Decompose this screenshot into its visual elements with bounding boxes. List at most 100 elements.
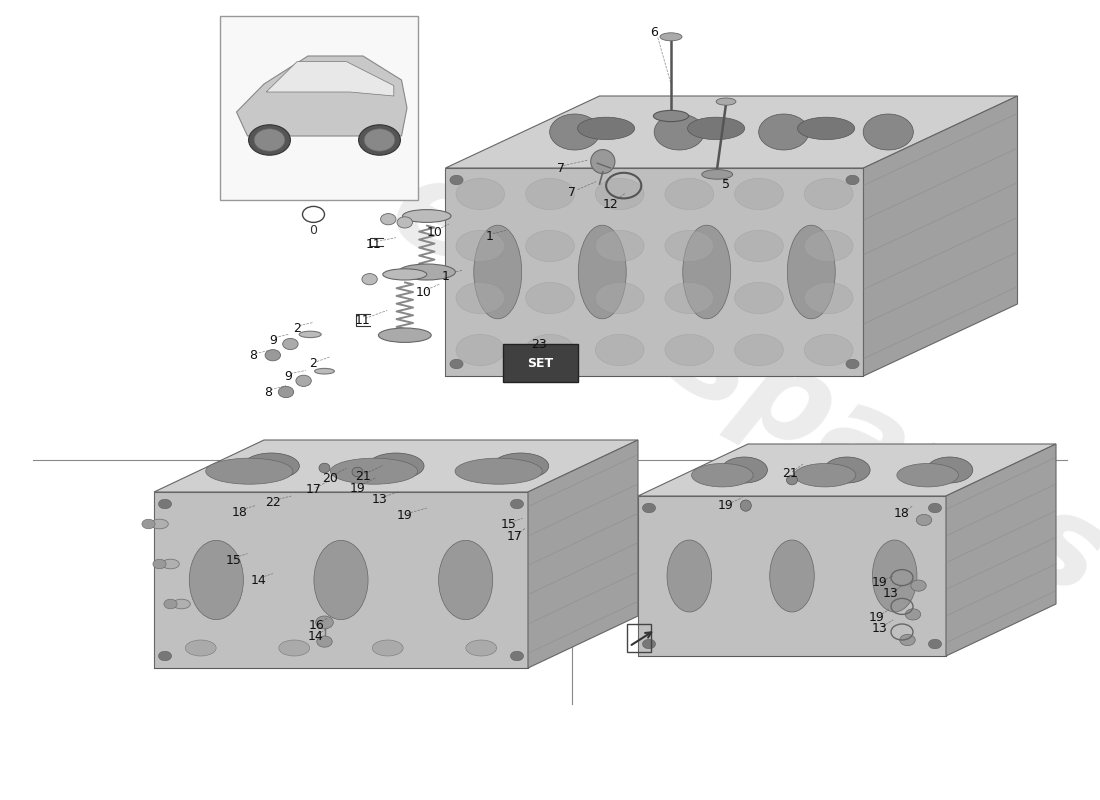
Ellipse shape [299,331,321,338]
Ellipse shape [660,33,682,41]
Text: 21: 21 [355,470,371,482]
Circle shape [928,503,942,513]
Circle shape [450,175,463,185]
Text: 8: 8 [264,386,273,398]
Ellipse shape [526,334,574,366]
Text: 18: 18 [232,506,248,518]
Text: 23: 23 [531,338,547,350]
Ellipse shape [383,269,427,280]
Ellipse shape [189,541,243,619]
Text: 18: 18 [894,507,910,520]
Circle shape [916,514,932,526]
Circle shape [911,580,926,591]
Circle shape [158,651,172,661]
Ellipse shape [872,540,917,612]
Circle shape [254,129,285,151]
Text: 19: 19 [350,482,365,494]
Polygon shape [528,440,638,668]
Ellipse shape [455,178,505,210]
Ellipse shape [824,457,870,483]
Ellipse shape [653,110,689,122]
Ellipse shape [740,500,751,511]
Circle shape [296,375,311,386]
Text: 13: 13 [883,587,899,600]
Ellipse shape [278,640,309,656]
Circle shape [316,616,333,629]
Circle shape [362,274,377,285]
Ellipse shape [735,230,783,262]
Ellipse shape [664,178,714,210]
Text: a passion for parts since 1985: a passion for parts since 1985 [509,474,811,646]
Circle shape [510,499,524,509]
Ellipse shape [455,458,542,484]
Circle shape [846,175,859,185]
Ellipse shape [455,282,505,314]
Circle shape [153,559,166,569]
Ellipse shape [770,540,814,612]
Text: 2: 2 [309,358,318,370]
Polygon shape [446,168,864,376]
Ellipse shape [702,170,733,179]
Polygon shape [236,56,407,136]
Ellipse shape [373,640,404,656]
Ellipse shape [403,210,451,222]
Text: 12: 12 [603,198,618,210]
Ellipse shape [692,463,754,487]
Ellipse shape [794,463,856,487]
Ellipse shape [759,114,808,150]
Ellipse shape [162,559,179,569]
Ellipse shape [314,541,369,619]
Ellipse shape [352,467,363,477]
Text: 5: 5 [722,178,730,190]
Circle shape [381,214,396,225]
Ellipse shape [550,114,600,150]
Ellipse shape [788,226,835,318]
Circle shape [450,359,463,369]
Ellipse shape [654,114,704,150]
Ellipse shape [466,640,496,656]
Text: 20: 20 [322,472,338,485]
Ellipse shape [455,334,505,366]
Circle shape [265,350,280,361]
Circle shape [278,386,294,398]
Polygon shape [154,440,638,492]
Text: 8: 8 [249,350,257,362]
Circle shape [905,609,921,620]
Circle shape [510,651,524,661]
Ellipse shape [367,453,425,479]
Ellipse shape [526,282,574,314]
Ellipse shape [398,264,455,280]
Circle shape [164,599,177,609]
Ellipse shape [786,475,798,485]
Text: eurospares: eurospares [371,145,1100,623]
Ellipse shape [595,282,644,314]
Circle shape [642,639,656,649]
Ellipse shape [474,226,521,318]
FancyBboxPatch shape [220,16,418,200]
Ellipse shape [722,457,768,483]
Ellipse shape [439,541,493,619]
Ellipse shape [735,178,783,210]
Ellipse shape [926,457,972,483]
Text: 9: 9 [268,334,277,346]
Circle shape [642,503,656,513]
Ellipse shape [493,453,549,479]
Ellipse shape [798,117,855,139]
Text: SET: SET [527,357,553,370]
Ellipse shape [330,458,418,484]
Ellipse shape [595,178,644,210]
Ellipse shape [683,226,730,318]
Text: 17: 17 [507,530,522,542]
Ellipse shape [578,117,635,139]
Text: 7: 7 [568,186,576,198]
Circle shape [846,359,859,369]
Circle shape [158,499,172,509]
Polygon shape [638,496,946,656]
Ellipse shape [579,226,626,318]
Ellipse shape [896,463,958,487]
Text: 19: 19 [869,611,884,624]
Polygon shape [446,96,1018,168]
Circle shape [397,217,412,228]
Text: 11: 11 [355,314,371,326]
Text: 15: 15 [500,518,516,530]
